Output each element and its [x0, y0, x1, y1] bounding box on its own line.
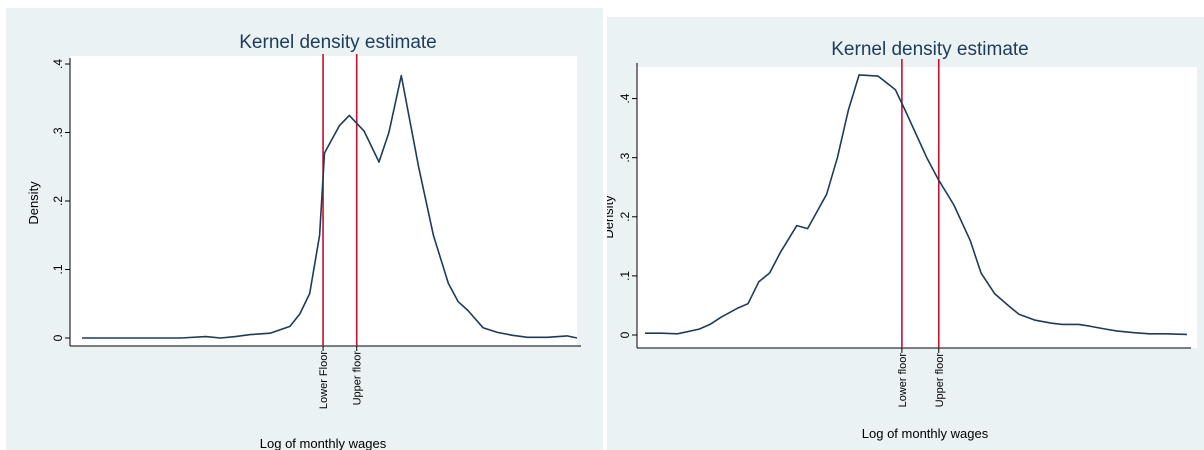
x-axis-label: Log of monthly wages [260, 436, 387, 450]
y-tick-label: .3 [51, 127, 65, 137]
y-axis-label: Density [26, 181, 41, 225]
reference-line-label: Upper floor [352, 351, 364, 406]
y-tick-label: .2 [618, 211, 632, 221]
reference-line-label: Upper floor [934, 353, 946, 408]
y-tick-label: .1 [51, 264, 65, 274]
y-tick-label: .1 [618, 271, 632, 281]
reference-line-label: Lower floor [897, 353, 909, 408]
y-axis-label: Density [607, 195, 616, 239]
y-tick-label: .2 [51, 196, 65, 206]
y-tick-label: 0 [51, 334, 65, 341]
x-axis-label: Log of monthly wages [862, 426, 989, 441]
chart-panel-left: Kernel density estimate Density Log of m… [6, 8, 603, 450]
chart-panel-right: Kernel density estimate Density Log of m… [607, 17, 1204, 450]
y-tick-label: 0 [618, 331, 632, 338]
y-tick-label: .4 [618, 93, 632, 103]
plot-region [637, 67, 1197, 348]
y-tick-label: .4 [51, 59, 65, 69]
chart-title: Kernel density estimate [239, 32, 437, 53]
density-line [645, 74, 1188, 336]
density-chart-left: Kernel density estimate Density Log of m… [26, 32, 581, 450]
density-line [82, 74, 578, 339]
y-tick-label: .3 [618, 152, 632, 162]
density-chart-right: Kernel density estimate Density Log of m… [607, 39, 1197, 441]
reference-line-label: Lower Floor [318, 351, 330, 409]
chart-title: Kernel density estimate [831, 39, 1029, 60]
